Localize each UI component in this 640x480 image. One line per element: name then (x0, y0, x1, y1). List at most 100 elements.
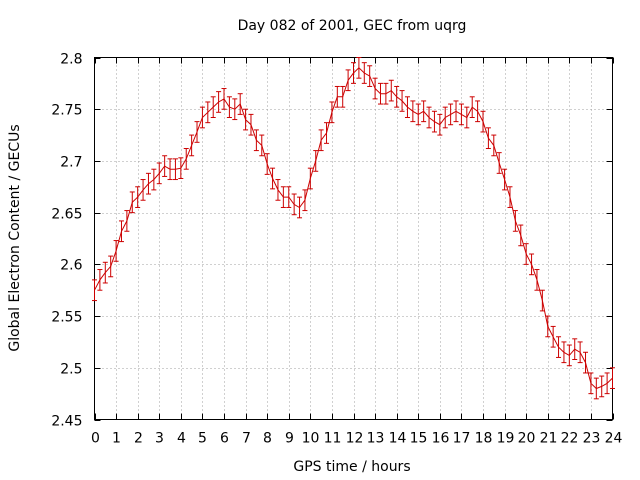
data-point (431, 110, 437, 133)
x-tick-label: 16 (432, 431, 450, 447)
x-tick-label: 21 (540, 431, 558, 447)
data-point (356, 57, 362, 79)
data-point (561, 341, 567, 364)
data-point (448, 103, 454, 126)
data-point (313, 150, 319, 172)
data-point (205, 101, 211, 124)
data-point (377, 82, 383, 105)
data-point (345, 69, 351, 92)
data-point (610, 367, 615, 389)
data-point (383, 82, 389, 105)
data-point (253, 129, 259, 152)
data-point (124, 210, 130, 232)
x-tick-label: 20 (518, 431, 536, 447)
data-point (199, 106, 205, 129)
data-point (437, 113, 443, 136)
data-point (307, 167, 313, 190)
data-point (297, 196, 303, 219)
x-tick-label: 24 (605, 431, 623, 447)
x-tick-label: 2 (134, 431, 143, 447)
data-point (485, 127, 491, 150)
data-point (550, 325, 556, 348)
data-point (210, 96, 216, 118)
data-point (464, 106, 470, 129)
data-point (372, 77, 378, 100)
data-point (248, 113, 254, 136)
x-tick-label: 6 (220, 431, 229, 447)
y-tick-label: 2.55 (51, 310, 82, 326)
data-point (469, 96, 475, 118)
data-point (539, 289, 545, 312)
data-point (394, 85, 400, 108)
data-point (151, 168, 157, 191)
data-point (216, 91, 222, 113)
data-point (588, 372, 594, 395)
data-point (388, 79, 394, 102)
data-point (92, 279, 97, 302)
y-tick-label: 2.6 (60, 258, 82, 274)
data-point (415, 103, 421, 126)
data-point (523, 243, 529, 265)
data-point (264, 153, 270, 175)
data-point (318, 129, 324, 152)
data-point (367, 65, 373, 87)
data-point (226, 96, 232, 118)
x-tick-label: 3 (155, 431, 164, 447)
data-point (534, 269, 540, 291)
data-point (507, 186, 513, 208)
x-axis-label: GPS time / hours (293, 459, 410, 475)
data-point (189, 134, 195, 157)
x-tick-label: 13 (367, 431, 385, 447)
data-point (172, 158, 178, 181)
data-point (129, 191, 135, 214)
data-point (399, 90, 405, 112)
data-point (280, 186, 286, 208)
x-tick-label: 1 (112, 431, 121, 447)
data-point (496, 152, 502, 174)
data-point (118, 220, 124, 243)
data-point (475, 100, 481, 123)
data-point (480, 110, 486, 133)
x-tick-label: 7 (242, 431, 251, 447)
data-point (302, 189, 308, 212)
data-point (512, 210, 518, 232)
data-point (324, 122, 330, 144)
data-point (404, 96, 410, 118)
data-point (529, 253, 535, 276)
axis-ticks (94, 57, 614, 421)
y-tick-label: 2.7 (60, 155, 82, 171)
data-point (113, 240, 119, 262)
data-point (340, 85, 346, 108)
data-point (102, 261, 108, 284)
x-tick-label: 15 (410, 431, 428, 447)
data-point (183, 148, 189, 170)
data-point (426, 106, 432, 129)
data-point (162, 155, 168, 177)
data-point (599, 375, 605, 398)
data-point (410, 100, 416, 123)
x-tick-label: 19 (497, 431, 515, 447)
data-point (566, 344, 572, 367)
data-point (491, 134, 497, 157)
data-point (329, 101, 335, 124)
data-point (458, 103, 464, 126)
plot-frame (94, 57, 613, 420)
data-point (140, 179, 146, 201)
data-point (291, 193, 297, 216)
data-point (286, 186, 292, 208)
data-point (178, 157, 184, 180)
x-tick-label: 14 (389, 431, 407, 447)
series (92, 57, 615, 400)
y-tick-label: 2.8 (60, 52, 82, 68)
tick-labels: 0 1 2 3 4 5 6 7 8 9 10 11 12 13 14 15 16 17 18 19 20 21 22 23 24… (51, 52, 622, 447)
y-tick-label: 2.5 (60, 362, 82, 378)
data-point (593, 377, 599, 400)
data-point (135, 186, 141, 208)
data-point (97, 269, 103, 291)
data-point (421, 100, 427, 123)
data-point (572, 338, 578, 361)
x-tick-label: 23 (583, 431, 601, 447)
data-point (156, 162, 162, 185)
data-point (604, 372, 610, 395)
